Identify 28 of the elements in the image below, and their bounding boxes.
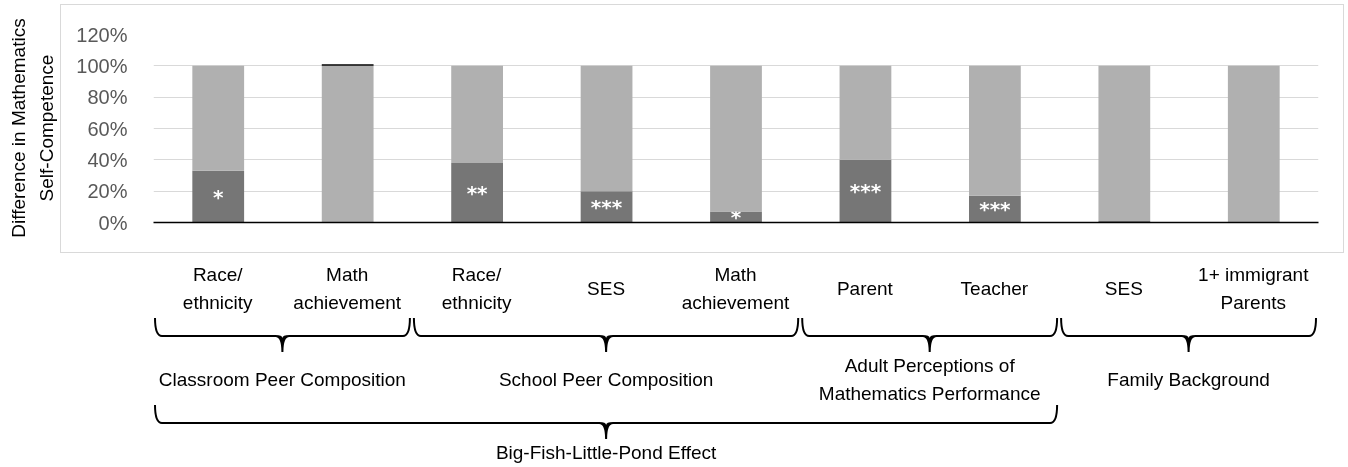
- text: Adult Perceptions of Mathematics Performance: [818, 354, 1041, 404]
- text: Classroom Peer Composition: [158, 368, 406, 390]
- text: Big-Fish-Little-Pond Effect: [495, 441, 717, 463]
- data-label: *: [730, 205, 742, 230]
- data-label: **: [466, 180, 489, 205]
- y-tick-label: 60%: [87, 117, 128, 140]
- x-tick-label: Math achievement: [293, 263, 402, 313]
- x-tick-label: 1+ immigrant Parents: [1198, 263, 1310, 313]
- y-tick-label: 120%: [76, 23, 128, 46]
- x-tick-label: SES: [1104, 277, 1143, 299]
- y-axis-title: Difference in Mathematics Self-Competence: [7, 18, 57, 238]
- x-tick-label: Math achievement: [681, 263, 791, 313]
- text: Family Background: [1107, 368, 1270, 390]
- y-tick-label: 80%: [87, 86, 128, 109]
- text: School Peer Composition: [498, 368, 714, 390]
- x-tick-label: Teacher: [960, 277, 1029, 299]
- x-tick-label: Race/ethnicity: [441, 263, 512, 313]
- y-tick-label: 20%: [87, 180, 128, 203]
- x-tick-label: Parent: [836, 277, 894, 299]
- x-tick-label: SES: [587, 277, 626, 299]
- data-label: ***: [979, 197, 1012, 222]
- x-tick-label: Race/ethnicity: [182, 263, 254, 313]
- data-label: *: [212, 184, 224, 209]
- y-tick-label: 100%: [76, 54, 128, 77]
- data-label: ***: [849, 179, 882, 204]
- data-label: ***: [590, 194, 623, 219]
- y-tick-label: 40%: [87, 148, 128, 171]
- y-tick-label: 0%: [98, 211, 128, 234]
